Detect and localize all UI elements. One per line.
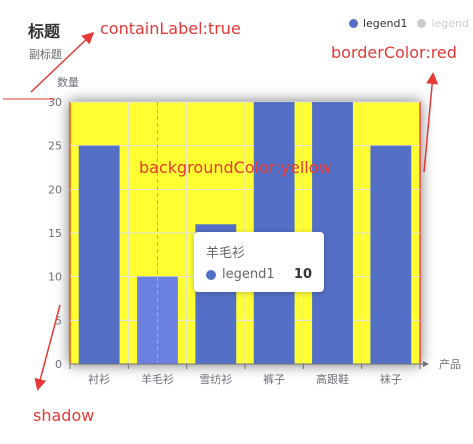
tooltip: 羊毛衫 legend1 10 bbox=[194, 232, 324, 292]
annotation-border-color: borderColor:red bbox=[331, 43, 457, 62]
legend-item-label: legend1 bbox=[362, 17, 408, 30]
bar-衬衫 bbox=[78, 145, 120, 364]
legend-item-legend1[interactable]: legend1 bbox=[348, 17, 408, 30]
x-axis-name: 产品 bbox=[439, 357, 461, 371]
y-tick-label: 25 bbox=[48, 140, 62, 153]
tooltip-series-marker bbox=[206, 269, 216, 280]
bar-袜子 bbox=[370, 145, 412, 364]
x-tick-label: 衬衫 bbox=[88, 373, 110, 386]
y-tick-label: 10 bbox=[48, 271, 62, 284]
annotation-shadow: shadow bbox=[33, 406, 95, 425]
legend: legend1 legend bbox=[348, 17, 469, 30]
y-tick-label: 0 bbox=[55, 358, 62, 371]
legend-item-label: legend bbox=[431, 17, 469, 30]
annotation-arrow-border-color bbox=[423, 72, 439, 173]
annotation-contain-label: containLabel:true bbox=[100, 19, 241, 38]
y-tick-label: 20 bbox=[48, 183, 62, 196]
tooltip-value: 10 bbox=[293, 267, 312, 282]
y-tick-label: 30 bbox=[48, 96, 62, 109]
tooltip-series-name: legend1 bbox=[222, 267, 275, 282]
x-tick-label: 裤子 bbox=[263, 372, 285, 386]
legend-marker bbox=[417, 19, 427, 28]
tooltip-title: 羊毛衫 bbox=[206, 246, 246, 261]
chart-subtitle: 副标题 bbox=[29, 48, 62, 61]
y-tick-label: 5 bbox=[55, 314, 62, 327]
legend1-marker bbox=[348, 19, 358, 28]
x-tick-label: 袜子 bbox=[380, 372, 402, 386]
tooltip-row: legend1 10 bbox=[206, 267, 312, 282]
legend-item-legend[interactable]: legend bbox=[417, 17, 469, 30]
y-tick-label: 15 bbox=[48, 227, 62, 240]
x-tick-label: 雪纺衫 bbox=[199, 372, 232, 386]
annotation-arrow-contain-label bbox=[30, 31, 95, 93]
y-axis-name: 数量 bbox=[57, 76, 79, 89]
annotation-background-color: backgroundColor:yellow bbox=[139, 158, 332, 177]
chart-title: 标题 bbox=[28, 22, 61, 41]
x-tick-label: 高跟鞋 bbox=[316, 372, 349, 386]
x-tick-label: 羊毛衫 bbox=[141, 372, 174, 386]
annotation-arrow-shadow bbox=[34, 304, 61, 391]
